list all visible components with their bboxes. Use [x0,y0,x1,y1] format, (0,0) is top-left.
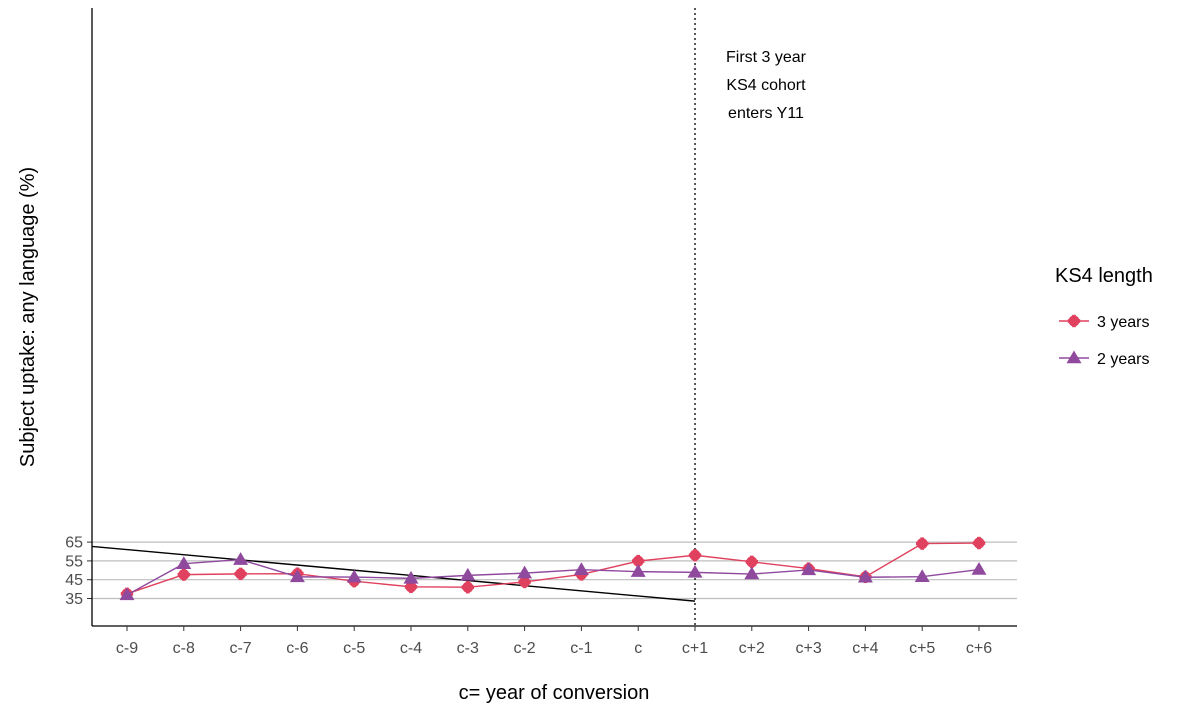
x-tick-label: c+5 [909,640,935,657]
data-point [404,580,418,594]
data-point [119,587,135,601]
data-point [460,567,476,581]
x-tick-label: c-1 [570,640,592,657]
data-point [403,570,419,584]
data-point [914,569,930,582]
reference-diagonal [91,545,696,602]
marker-bar-v [977,536,981,550]
series-line [126,542,980,595]
data-point [346,569,362,583]
marker-bar-v [182,568,186,581]
legend: KS4 length 3 years 2 years [1055,265,1153,368]
legend-item: 2 years [1059,350,1149,368]
x-tick-label: c-3 [457,640,479,657]
x-axis-title: c= year of conversion [459,682,650,704]
data-point [687,564,703,578]
x-tick-label: c-4 [400,640,422,657]
x-tick-label: c+3 [795,640,821,657]
x-tick-label: c-2 [513,640,535,657]
marker-bar-v [750,555,754,569]
legend-item: 3 years [1059,314,1149,331]
data-point [461,581,474,594]
data-point [971,562,987,575]
annotation-line: First 3 year [726,49,807,66]
annotation-group: First 3 year KS4 cohort enters Y11 [726,49,807,122]
x-tick-label: c [634,640,642,657]
data-point [630,564,646,577]
data-point [573,562,589,575]
x-tick-label: c+1 [682,640,708,657]
y-tick-label: 65 [65,535,83,552]
gridlines [92,541,1017,600]
data-point [745,555,758,569]
annotation-line: KS4 cohort [726,77,806,94]
x-tick-label: c-9 [116,640,138,657]
marker-bar-v [466,581,470,594]
marker-bar-v [409,580,413,594]
marker-bar-v [1072,314,1076,328]
annotation-line: enters Y11 [728,105,804,122]
data-point [177,568,190,581]
y-axis-title: Subject uptake: any language (%) [17,167,39,467]
data-point [176,556,192,569]
marker-bar-v [920,537,924,550]
data-point [517,565,533,579]
data-point [688,549,702,562]
x-tick-label: c-7 [229,640,251,657]
data-point [289,569,305,583]
reference-lines [91,8,696,626]
series-group [119,536,987,601]
data-point [234,567,247,581]
x-tick-label: c+4 [852,640,878,657]
x-tick-label: c+6 [966,640,992,657]
legend-label: 2 years [1097,351,1149,368]
marker-bar-v [522,575,527,589]
data-point [801,562,817,576]
marker-bar-v [238,567,243,581]
data-point [916,537,929,550]
y-tick-label: 55 [65,553,83,570]
data-point [518,575,531,589]
y-tick-label: 45 [65,572,83,589]
x-tick-label: c-6 [286,640,308,657]
series-3-years [120,536,986,600]
x-tick-label: c-5 [343,640,365,657]
series-line [126,558,980,596]
y-tick-label: 35 [65,591,83,608]
axes [87,8,1017,631]
data-point [857,569,873,583]
legend-swatch-marker [1067,314,1081,328]
legend-label: 3 years [1097,314,1149,331]
marker-bar-v [693,549,697,562]
data-point [632,554,645,568]
legend-swatch-marker [1066,350,1082,364]
data-point [233,552,249,565]
data-point [972,536,986,550]
data-point [744,566,760,580]
marker-bar-v [636,554,640,568]
x-tick-label: c-8 [173,640,195,657]
x-tick-label: c+2 [739,640,765,657]
legend-title: KS4 length [1055,265,1153,287]
series-2-years [119,552,987,601]
